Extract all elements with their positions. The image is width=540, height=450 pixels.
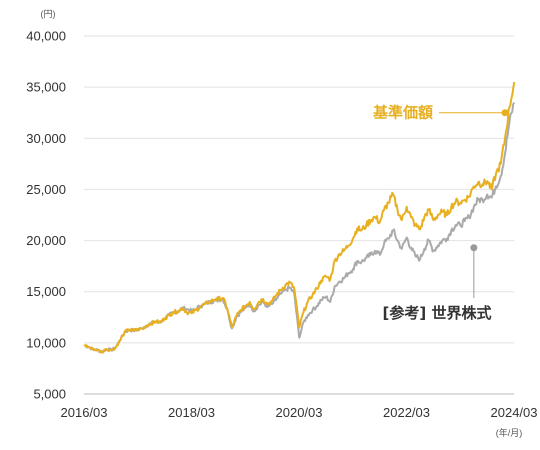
y-axis-ticks: 5,000 10,000 15,000 20,000 25,000 30,000 35,00… xyxy=(26,29,66,402)
x-tick-label: 2016/03 xyxy=(61,405,108,420)
x-unit-label: (年/月) xyxy=(496,427,523,438)
y-tick-label: 25,000 xyxy=(26,182,66,197)
y-tick-label: 5,000 xyxy=(33,387,66,402)
y-tick-label: 10,000 xyxy=(26,335,66,350)
series-lines xyxy=(83,81,516,354)
series-label-reference: [参考] 世界株式 xyxy=(383,304,492,322)
series-label-fund: 基準価額 xyxy=(372,104,433,122)
y-tick-label: 30,000 xyxy=(26,131,66,146)
annotations: 基準価額 [参考] 世界株式 xyxy=(372,104,509,322)
x-axis-ticks: 2016/03 2018/03 2020/03 2022/03 2024/03 xyxy=(61,405,538,420)
y-tick-label: 35,000 xyxy=(26,80,66,95)
y-unit-label: (円) xyxy=(41,9,56,19)
y-tick-label: 15,000 xyxy=(26,284,66,299)
gridlines xyxy=(84,35,514,395)
x-tick-label: 2020/03 xyxy=(276,405,323,420)
y-tick-label: 20,000 xyxy=(26,233,66,248)
x-tick-label: 2018/03 xyxy=(168,405,215,420)
y-tick-label: 40,000 xyxy=(26,29,66,44)
x-tick-label: 2024/03 xyxy=(491,405,538,420)
series-line-0 xyxy=(83,81,516,354)
x-tick-label: 2022/03 xyxy=(383,405,430,420)
